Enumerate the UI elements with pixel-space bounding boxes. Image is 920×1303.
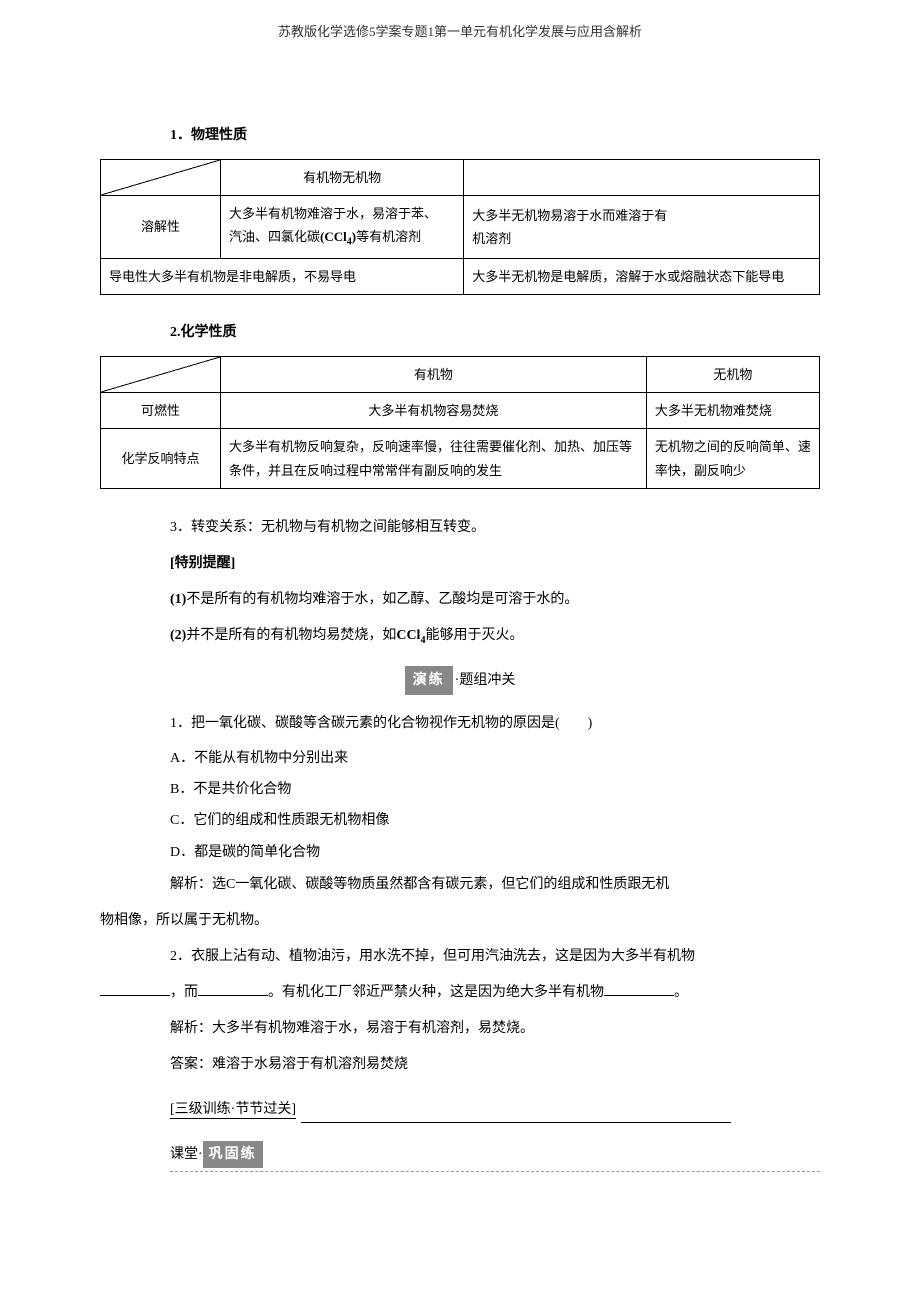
blank-2 bbox=[198, 982, 268, 996]
section-2-title: 2.化学性质 bbox=[170, 320, 820, 345]
table-diagonal-header bbox=[101, 356, 221, 392]
option-c: C．它们的组成和性质跟无机物相像 bbox=[170, 808, 820, 833]
option-b: B．不是共价化合物 bbox=[170, 777, 820, 802]
note-1: (1)不是所有的有机物均难溶于水，如乙醇、乙酸均是可溶于水的。 bbox=[170, 586, 820, 614]
table-row-solubility-label: 溶解性 bbox=[101, 195, 221, 258]
page-header: 苏教版化学选修5学案专题1第一单元有机化学发展与应用含解析 bbox=[100, 20, 820, 43]
dashed-divider bbox=[170, 1171, 820, 1172]
table-header-merged: 有机物无机物 bbox=[221, 159, 464, 195]
question-2-stem-line2: ，而。有机化工厂邻近严禁火种，这是因为绝大多半有机物。 bbox=[100, 979, 820, 1007]
blank-3 bbox=[604, 982, 674, 996]
table-header-organic: 有机物 bbox=[221, 356, 647, 392]
table-row-reaction-label: 化学反响特点 bbox=[101, 429, 221, 489]
question-1-analysis-2: 物相像，所以属于无机物。 bbox=[100, 907, 820, 935]
footer-box-label: 巩固练 bbox=[203, 1141, 263, 1168]
table-cell: 大多半有机物反响复杂，反响速率慢，往往需要催化剂、加热、加压等条件，并且在反响过… bbox=[221, 429, 647, 489]
table-header-empty bbox=[464, 159, 820, 195]
table-row-combustibility-label: 可燃性 bbox=[101, 392, 221, 428]
paragraph-3: 3．转变关系：无机物与有机物之间能够相互转变。 bbox=[170, 514, 820, 542]
table-header-inorganic: 无机物 bbox=[646, 356, 819, 392]
note-title: [特别提醒] bbox=[170, 550, 820, 578]
table-cell-conductivity: 导电性大多半有机物是非电解质，不易导电 bbox=[101, 258, 464, 294]
question-1-stem: 1．把一氧化碳、碳酸等含碳元素的化合物视作无机物的原因是( ) bbox=[170, 710, 820, 738]
footer-section: 课堂·巩固练 bbox=[170, 1141, 820, 1172]
table-cell: 大多半无机物易溶于水而难溶于有机溶剂 bbox=[464, 195, 820, 258]
table-physical-properties: 有机物无机物 溶解性 大多半有机物难溶于水，易溶于苯、汽油、四氯化碳(CCl4)… bbox=[100, 159, 820, 296]
table-chemical-properties: 有机物 无机物 可燃性 大多半有机物容易焚烧 大多半无机物难焚烧 化学反响特点 … bbox=[100, 356, 820, 490]
question-1-analysis-1: 解析：选C一氧化碳、碳酸等物质虽然都含有碳元素，但它们的组成和性质跟无机 bbox=[170, 871, 820, 899]
underline-decoration bbox=[301, 1122, 731, 1123]
section-1-title: 1．物理性质 bbox=[170, 123, 820, 148]
question-2-analysis: 解析：大多半有机物难溶于水，易溶于有机溶剂，易焚烧。 bbox=[170, 1015, 820, 1043]
table-cell: 大多半无机物难焚烧 bbox=[646, 392, 819, 428]
option-a: A．不能从有机物中分别出来 bbox=[170, 746, 820, 771]
practice-banner: 演练·题组冲关 bbox=[100, 666, 820, 695]
table-cell: 大多半有机物容易焚烧 bbox=[221, 392, 647, 428]
table-cell: 大多半无机物是电解质，溶解于水或熔融状态下能导电 bbox=[464, 258, 820, 294]
training-section-title: [三级训练·节节过关] bbox=[170, 1097, 820, 1123]
blank-1 bbox=[100, 982, 170, 996]
banner-text: ·题组冲关 bbox=[455, 668, 516, 693]
footer-text: 课堂· bbox=[170, 1147, 203, 1162]
table-diagonal-header bbox=[101, 159, 221, 195]
table-cell: 大多半有机物难溶于水，易溶于苯、汽油、四氯化碳(CCl4)等有机溶剂 bbox=[221, 195, 464, 258]
note-2: (2)并不是所有的有机物均易焚烧，如CCl4能够用于灭火。 bbox=[170, 622, 820, 651]
option-d: D．都是碳的简单化合物 bbox=[170, 840, 820, 865]
banner-box-label: 演练 bbox=[405, 666, 453, 695]
question-2-stem-line1: 2．衣服上沾有动、植物油污，用水洗不掉，但可用汽油洗去，这是因为大多半有机物 bbox=[170, 943, 820, 971]
question-2-answer: 答案：难溶于水易溶于有机溶剂易焚烧 bbox=[170, 1051, 820, 1079]
table-cell: 无机物之间的反响简单、速率快，副反响少 bbox=[646, 429, 819, 489]
